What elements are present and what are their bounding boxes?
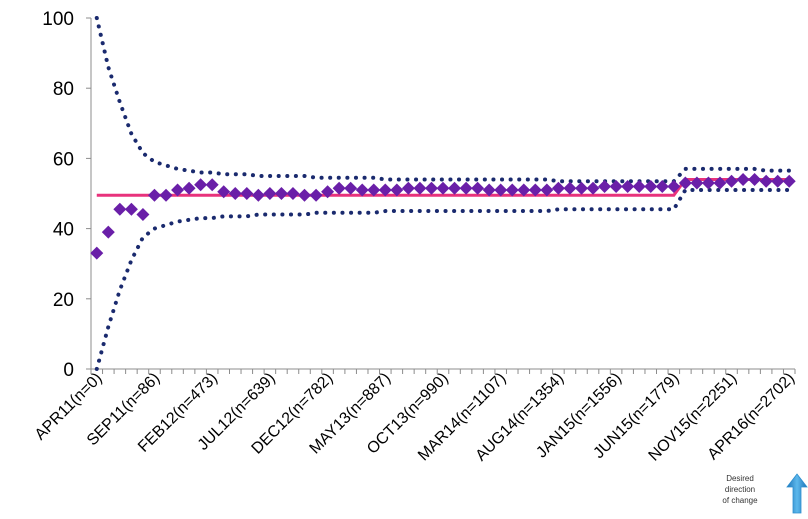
data-point — [748, 172, 762, 186]
data-point — [171, 183, 185, 197]
data-point — [344, 181, 358, 195]
data-point — [713, 176, 727, 190]
y-tick-label: 80 — [53, 79, 74, 100]
data-point — [124, 202, 138, 216]
data-point — [632, 179, 646, 193]
desired-direction-line-3: of change — [722, 496, 758, 505]
x-axis-ticks — [90, 369, 796, 374]
data-point — [528, 183, 542, 197]
data-point — [459, 181, 473, 195]
data-point — [298, 188, 312, 202]
data-point — [436, 181, 450, 195]
y-tick-label: 100 — [42, 9, 74, 30]
data-point — [574, 181, 588, 195]
data-point — [240, 187, 254, 200]
data-point — [251, 188, 265, 202]
data-point — [286, 187, 300, 200]
data-point — [217, 185, 231, 199]
data-point — [309, 188, 323, 202]
y-tick-label: 60 — [53, 149, 74, 170]
data-point — [147, 188, 161, 202]
data-point — [228, 187, 242, 200]
data-point — [205, 178, 219, 192]
data-point — [482, 183, 496, 197]
data-point — [263, 187, 277, 200]
data-point — [598, 179, 612, 193]
data-point — [494, 183, 508, 197]
data-point — [690, 176, 704, 190]
data-point — [182, 181, 196, 195]
data-point — [321, 185, 335, 199]
data-point — [390, 183, 404, 197]
desired-direction-note: Desired direction of change — [722, 473, 808, 514]
data-point — [551, 181, 565, 195]
lower-control-limit-line — [94, 187, 792, 371]
data-point — [609, 179, 623, 193]
data-point — [771, 174, 785, 188]
data-point — [332, 181, 346, 195]
data-point — [517, 183, 531, 197]
data-point — [355, 183, 369, 197]
data-point — [448, 181, 462, 195]
data-points — [90, 172, 796, 260]
upper-control-limit-line — [94, 16, 792, 184]
data-point — [725, 174, 739, 188]
x-axis-labels: APR11(n=0)SEP11(n=86)FEB12(n=473)JUL12(n… — [32, 370, 798, 465]
up-arrow-icon — [786, 473, 808, 514]
data-point — [586, 181, 600, 195]
y-axis-ticks: 0 20 40 60 80 100 — [42, 9, 91, 381]
data-point — [667, 179, 681, 193]
data-point — [701, 176, 715, 190]
center-line-group — [96, 177, 790, 197]
center-line — [96, 177, 790, 197]
data-point — [101, 225, 115, 239]
data-point — [655, 179, 669, 193]
data-point — [540, 183, 554, 197]
data-point — [644, 179, 658, 193]
data-point — [505, 183, 519, 197]
data-point — [401, 181, 415, 195]
data-point — [159, 188, 173, 202]
desired-direction-line-2: direction — [725, 485, 755, 494]
y-tick-label: 0 — [63, 360, 74, 381]
data-point — [113, 202, 127, 216]
data-point — [736, 172, 750, 186]
data-point — [759, 174, 773, 188]
y-tick-label: 40 — [53, 220, 74, 241]
data-point — [378, 183, 392, 197]
data-point — [413, 181, 427, 195]
data-point — [90, 246, 104, 260]
data-point — [471, 181, 485, 195]
data-point — [424, 181, 438, 195]
data-point — [621, 179, 635, 193]
desired-direction-line-1: Desired — [726, 474, 754, 483]
data-point — [782, 174, 796, 188]
data-point — [136, 208, 150, 222]
data-point — [194, 178, 208, 192]
y-tick-label: 20 — [53, 290, 74, 311]
data-point — [367, 183, 381, 197]
data-point — [563, 181, 577, 195]
data-point — [274, 187, 288, 200]
data-point — [678, 176, 692, 190]
